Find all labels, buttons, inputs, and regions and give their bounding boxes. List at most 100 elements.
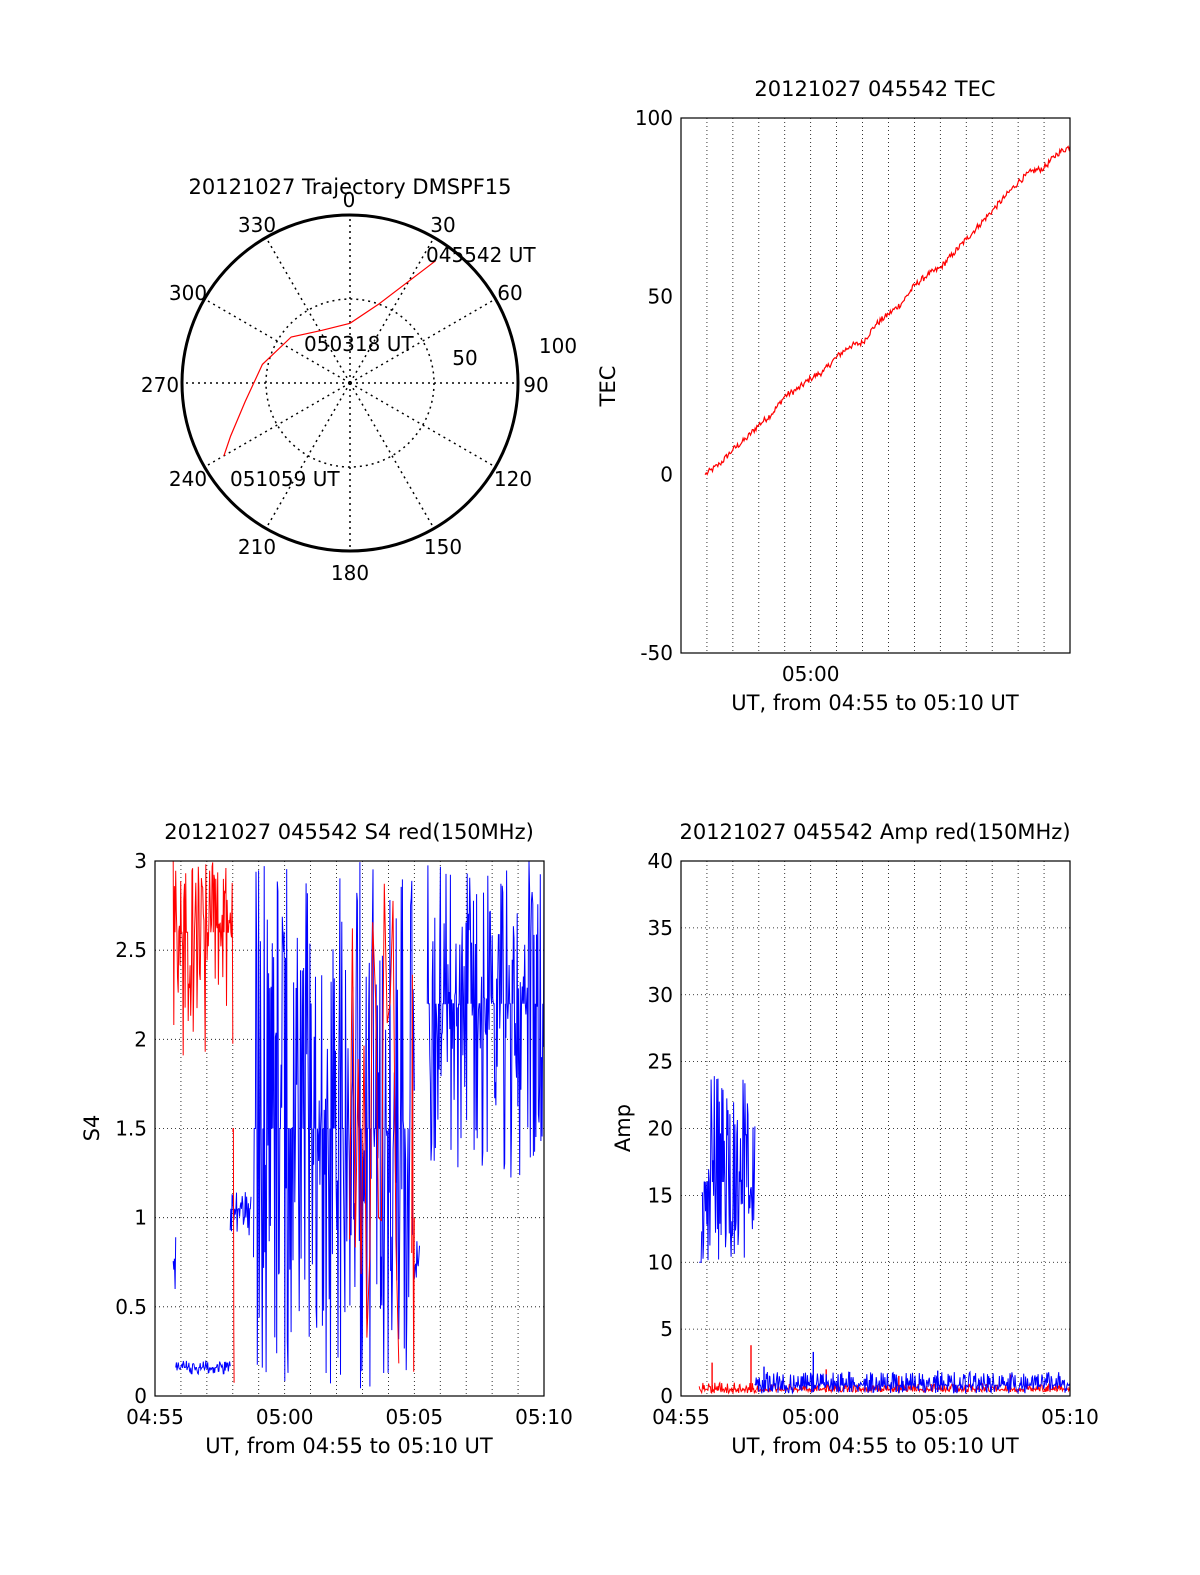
azimuth-label-270: 270 bbox=[141, 373, 179, 397]
polar-spoke-210 bbox=[265, 382, 351, 529]
s4-series-red bbox=[232, 1128, 235, 1383]
polar-spoke-300 bbox=[204, 298, 351, 384]
amp-x-tick-label: 05:00 bbox=[782, 1405, 840, 1429]
tec-title: 20121027 045542 TEC bbox=[754, 77, 995, 101]
tec-y-tick-label: 100 bbox=[635, 106, 673, 130]
tec-y-tick-label: 0 bbox=[660, 463, 673, 487]
tec-y-label: TEC bbox=[596, 366, 620, 408]
azimuth-label-180: 180 bbox=[331, 561, 369, 585]
s4-series-blue bbox=[253, 862, 415, 1389]
azimuth-label-60: 60 bbox=[497, 281, 522, 305]
azimuth-label-210: 210 bbox=[238, 535, 276, 559]
s4-x-label: UT, from 04:55 to 05:10 UT bbox=[205, 1434, 493, 1458]
polar-spoke-120 bbox=[349, 382, 496, 468]
s4-series-red bbox=[349, 883, 400, 1364]
azimuth-label-0: 0 bbox=[343, 188, 356, 212]
s4-y-tick-label: 0.5 bbox=[115, 1295, 147, 1319]
s4-series-red bbox=[411, 974, 415, 1372]
amp-series-red bbox=[756, 1382, 1071, 1394]
annotation-mid-time: 050318 UT bbox=[304, 332, 414, 356]
amp-series-blue bbox=[701, 1076, 756, 1261]
elevation-label-50: 50 bbox=[452, 346, 477, 370]
azimuth-label-330: 330 bbox=[238, 213, 276, 237]
polar-outer-circle bbox=[180, 213, 520, 553]
s4-x-tick-label: 05:05 bbox=[386, 1405, 444, 1429]
azimuth-label-90: 90 bbox=[523, 373, 548, 397]
amp-y-tick-label: 15 bbox=[648, 1183, 673, 1207]
amp-y-tick-label: 0 bbox=[660, 1384, 673, 1408]
tec-x-tick-label: 05:00 bbox=[782, 662, 840, 686]
s4-series-blue bbox=[175, 1360, 231, 1376]
s4-x-tick-label: 05:10 bbox=[515, 1405, 573, 1429]
trajectory-title: 20121027 Trajectory DMSPF15 bbox=[188, 175, 511, 199]
polar-azimuth-labels: 0 30 60 90 120 150 180 210 240 270 300 330 bbox=[141, 188, 549, 585]
azimuth-label-300: 300 bbox=[169, 281, 207, 305]
polar-spoke-30 bbox=[349, 237, 435, 384]
amp-y-label: Amp bbox=[611, 1104, 635, 1152]
amp-series-blue bbox=[699, 1231, 703, 1263]
polar-spoke-330 bbox=[265, 237, 351, 384]
s4-series-blue bbox=[426, 861, 545, 1178]
s4-grid bbox=[155, 861, 544, 1396]
amp-grid bbox=[681, 861, 1070, 1396]
azimuth-label-120: 120 bbox=[494, 467, 532, 491]
s4-series-blue bbox=[413, 1241, 420, 1280]
tec-data bbox=[704, 145, 1071, 476]
amp-y-tick-label: 35 bbox=[648, 916, 673, 940]
amp-x-tick-label: 04:55 bbox=[652, 1405, 710, 1429]
amp-series-blue bbox=[754, 1370, 1071, 1395]
s4-plot-frame bbox=[154, 860, 545, 1397]
trajectory-polar-chart: 20121027 Trajectory DMSPF15 0 30 60 90 120 15… bbox=[141, 175, 577, 585]
tec-x-label: UT, from 04:55 to 05:10 UT bbox=[731, 691, 1019, 715]
s4-y-label: S4 bbox=[80, 1115, 104, 1142]
tec-ticks: 05:00 -50 0 50 100 bbox=[635, 106, 840, 686]
s4-x-tick-label: 05:00 bbox=[256, 1405, 314, 1429]
tec-y-tick-label: 50 bbox=[648, 284, 673, 308]
polar-spoke-150 bbox=[349, 382, 435, 529]
s4-series-red bbox=[172, 861, 234, 1056]
annotation-start-time: 045542 UT bbox=[426, 243, 536, 267]
amp-chart: 20121027 045542 Amp red(150MHz) 04:55 05:… bbox=[611, 820, 1099, 1458]
azimuth-label-30: 30 bbox=[430, 213, 455, 237]
annotation-end-time: 051059 UT bbox=[230, 467, 340, 491]
s4-series-blue bbox=[172, 1237, 177, 1290]
tec-series-red bbox=[704, 145, 1071, 476]
amp-y-tick-label: 40 bbox=[648, 849, 673, 873]
amp-x-tick-label: 05:10 bbox=[1041, 1405, 1099, 1429]
tec-plot-frame bbox=[680, 117, 1071, 654]
polar-grid bbox=[182, 215, 518, 551]
azimuth-label-240: 240 bbox=[169, 467, 207, 491]
amp-y-tick-label: 30 bbox=[648, 983, 673, 1007]
amp-y-tick-label: 10 bbox=[648, 1250, 673, 1274]
s4-ticks: 04:55 05:00 05:05 05:10 0 0.5 1 1.5 2 2.5 3 bbox=[115, 849, 573, 1429]
s4-x-tick-label: 04:55 bbox=[126, 1405, 184, 1429]
amp-y-tick-label: 25 bbox=[648, 1050, 673, 1074]
s4-data bbox=[172, 861, 545, 1389]
amp-series-red bbox=[698, 1381, 757, 1395]
elevation-label-100: 100 bbox=[539, 334, 577, 358]
trajectory-line bbox=[223, 260, 437, 456]
s4-chart: 20121027 045542 S4 red(150MHz) 04:55 05:0… bbox=[80, 820, 573, 1458]
amp-x-label: UT, from 04:55 to 05:10 UT bbox=[731, 1434, 1019, 1458]
amp-ticks: 04:55 05:00 05:05 05:10 0 5 10 15 20 25 30 35 40 bbox=[648, 849, 1099, 1429]
azimuth-label-150: 150 bbox=[424, 535, 462, 559]
s4-y-tick-label: 3 bbox=[134, 849, 147, 873]
amp-y-tick-label: 20 bbox=[648, 1117, 673, 1141]
s4-y-tick-label: 1 bbox=[134, 1206, 147, 1230]
tec-y-tick-label: -50 bbox=[640, 641, 673, 665]
amp-plot-frame bbox=[680, 860, 1071, 1397]
amp-title: 20121027 045542 Amp red(150MHz) bbox=[679, 820, 1070, 844]
polar-spoke-60 bbox=[349, 298, 496, 384]
s4-title: 20121027 045542 S4 red(150MHz) bbox=[164, 820, 534, 844]
s4-y-tick-label: 1.5 bbox=[115, 1117, 147, 1141]
tec-grid bbox=[706, 118, 1045, 653]
amp-y-tick-label: 5 bbox=[660, 1317, 673, 1341]
s4-y-tick-label: 2.5 bbox=[115, 938, 147, 962]
s4-y-tick-label: 0 bbox=[134, 1384, 147, 1408]
polar-spoke-240 bbox=[204, 382, 351, 468]
tec-chart: 20121027 045542 TEC 05:00 -50 0 50 100 UT, f… bbox=[596, 77, 1071, 715]
amp-data bbox=[698, 1076, 1071, 1395]
s4-y-tick-label: 2 bbox=[134, 1027, 147, 1051]
amp-x-tick-label: 05:05 bbox=[912, 1405, 970, 1429]
